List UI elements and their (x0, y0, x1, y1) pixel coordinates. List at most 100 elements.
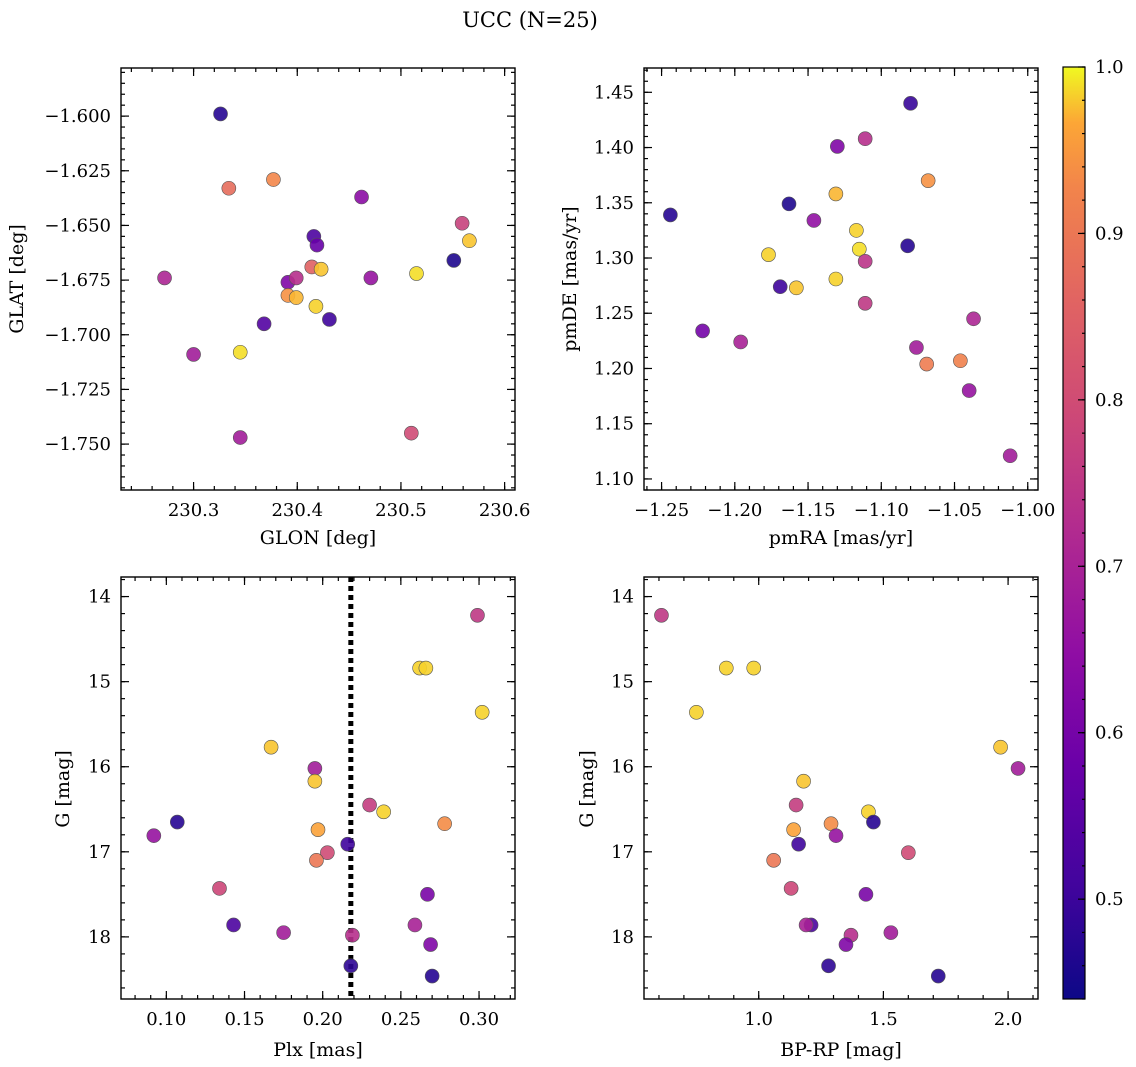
data-point (961, 383, 977, 398)
data-point (340, 836, 356, 852)
y-tick-label: −1.675 (44, 270, 111, 291)
x-axis-label-bprp: BP-RP [mag] (780, 1039, 902, 1061)
data-point (320, 845, 335, 860)
data-point (313, 261, 329, 277)
panel-plx-g: Plx [mas] G [mag] 0.10 0.15 0.20 0.25 0.30 14… (52, 576, 516, 1061)
y-tick-label: 14 (88, 587, 111, 608)
data-point (718, 660, 734, 676)
data-point (256, 316, 272, 332)
data-point (772, 279, 788, 295)
data-point (376, 804, 391, 820)
data-point (146, 828, 162, 843)
data-point (828, 271, 844, 287)
data-point (407, 917, 423, 933)
data-point (470, 607, 485, 623)
data-point (919, 356, 934, 372)
data-point (900, 238, 915, 254)
colorbar-tick-label: 0.5 (1095, 889, 1124, 910)
data-point (169, 814, 185, 830)
x-tick-label: 2.0 (994, 1009, 1023, 1030)
data-point (404, 425, 419, 441)
data-point (276, 925, 291, 940)
x-tick-label: 1.0 (744, 1009, 773, 1030)
data-point (266, 172, 281, 187)
colorbar-tick-label: 0.9 (1095, 223, 1124, 244)
colorbar-tick-label: 1.0 (1095, 57, 1124, 78)
data-point (821, 958, 836, 974)
panel-bprp-g: BP-RP [mag] G [mag] 1.0 1.5 2.0 14 15 16 17 18 (576, 576, 1039, 1061)
data-point (474, 704, 490, 720)
data-point (909, 340, 924, 355)
data-point (423, 937, 438, 952)
data-point (901, 845, 916, 860)
axes-frame (643, 67, 1039, 491)
data-point (232, 344, 248, 360)
data-point (852, 241, 867, 257)
data-point (766, 853, 781, 868)
x-tick-label: −1.25 (634, 500, 689, 521)
y-tick-label: 17 (88, 842, 111, 863)
x-tick-label: −1.15 (780, 500, 835, 521)
data-point (783, 881, 799, 896)
data-point (920, 173, 936, 188)
data-point (186, 347, 201, 362)
x-tick-label: 230.3 (168, 500, 220, 521)
data-point (424, 968, 440, 984)
y-tick-label: 14 (611, 587, 634, 608)
data-point (953, 353, 968, 369)
data-point (1002, 448, 1018, 464)
data-point (309, 853, 324, 868)
x-tick-label: −1.00 (1000, 500, 1055, 521)
data-point (263, 739, 279, 755)
data-point (788, 797, 804, 813)
figure-title: UCC (N=25) (462, 8, 598, 32)
data-point (857, 131, 873, 147)
data-point (288, 270, 304, 286)
colorbar-tick-label: 0.8 (1095, 390, 1124, 411)
data-point (857, 254, 873, 269)
y-axis-label-glat: GLAT [deg] (6, 224, 28, 334)
data-point (733, 334, 748, 350)
x-tick-label: 0.30 (459, 1009, 499, 1030)
data-point (226, 917, 241, 933)
data-point (307, 761, 323, 776)
x-tick-label: 0.25 (381, 1009, 421, 1030)
y-tick-label: −1.625 (44, 161, 111, 182)
x-tick-label: −1.20 (707, 500, 762, 521)
data-point (437, 816, 452, 832)
y-tick-label: 1.30 (594, 248, 634, 269)
y-tick-label: 15 (611, 672, 634, 693)
data-point (830, 139, 845, 154)
x-tick-label: 0.20 (303, 1009, 343, 1030)
data-point (309, 237, 325, 253)
colorbar-tick-label: 0.7 (1095, 556, 1124, 577)
data-point (446, 253, 462, 268)
y-tick-label: 1.40 (594, 138, 634, 159)
data-point (789, 280, 804, 296)
y-tick-label: −1.650 (44, 215, 111, 236)
data-point (221, 180, 237, 196)
data-point (791, 836, 806, 852)
data-point (454, 215, 470, 231)
data-point (354, 189, 369, 205)
data-point (828, 828, 844, 843)
data-point (761, 247, 776, 262)
data-point (695, 323, 710, 339)
data-point (930, 968, 946, 984)
data-point (806, 213, 822, 228)
data-point (663, 207, 678, 223)
data-point (462, 233, 477, 249)
y-axis-label-pmde: pmDE [mas/yr] (559, 206, 581, 351)
y-tick-label: 1.25 (594, 303, 634, 324)
data-point (781, 196, 797, 212)
data-point (903, 96, 918, 111)
data-point (966, 311, 981, 327)
y-tick-label: 15 (88, 672, 111, 693)
y-tick-label: −1.725 (44, 379, 111, 400)
y-axis-label-g-left: G [mag] (52, 750, 74, 828)
data-point (362, 797, 377, 813)
x-tick-label: 1.5 (869, 1009, 898, 1030)
data-point (786, 822, 801, 837)
y-tick-label: 18 (611, 927, 634, 948)
